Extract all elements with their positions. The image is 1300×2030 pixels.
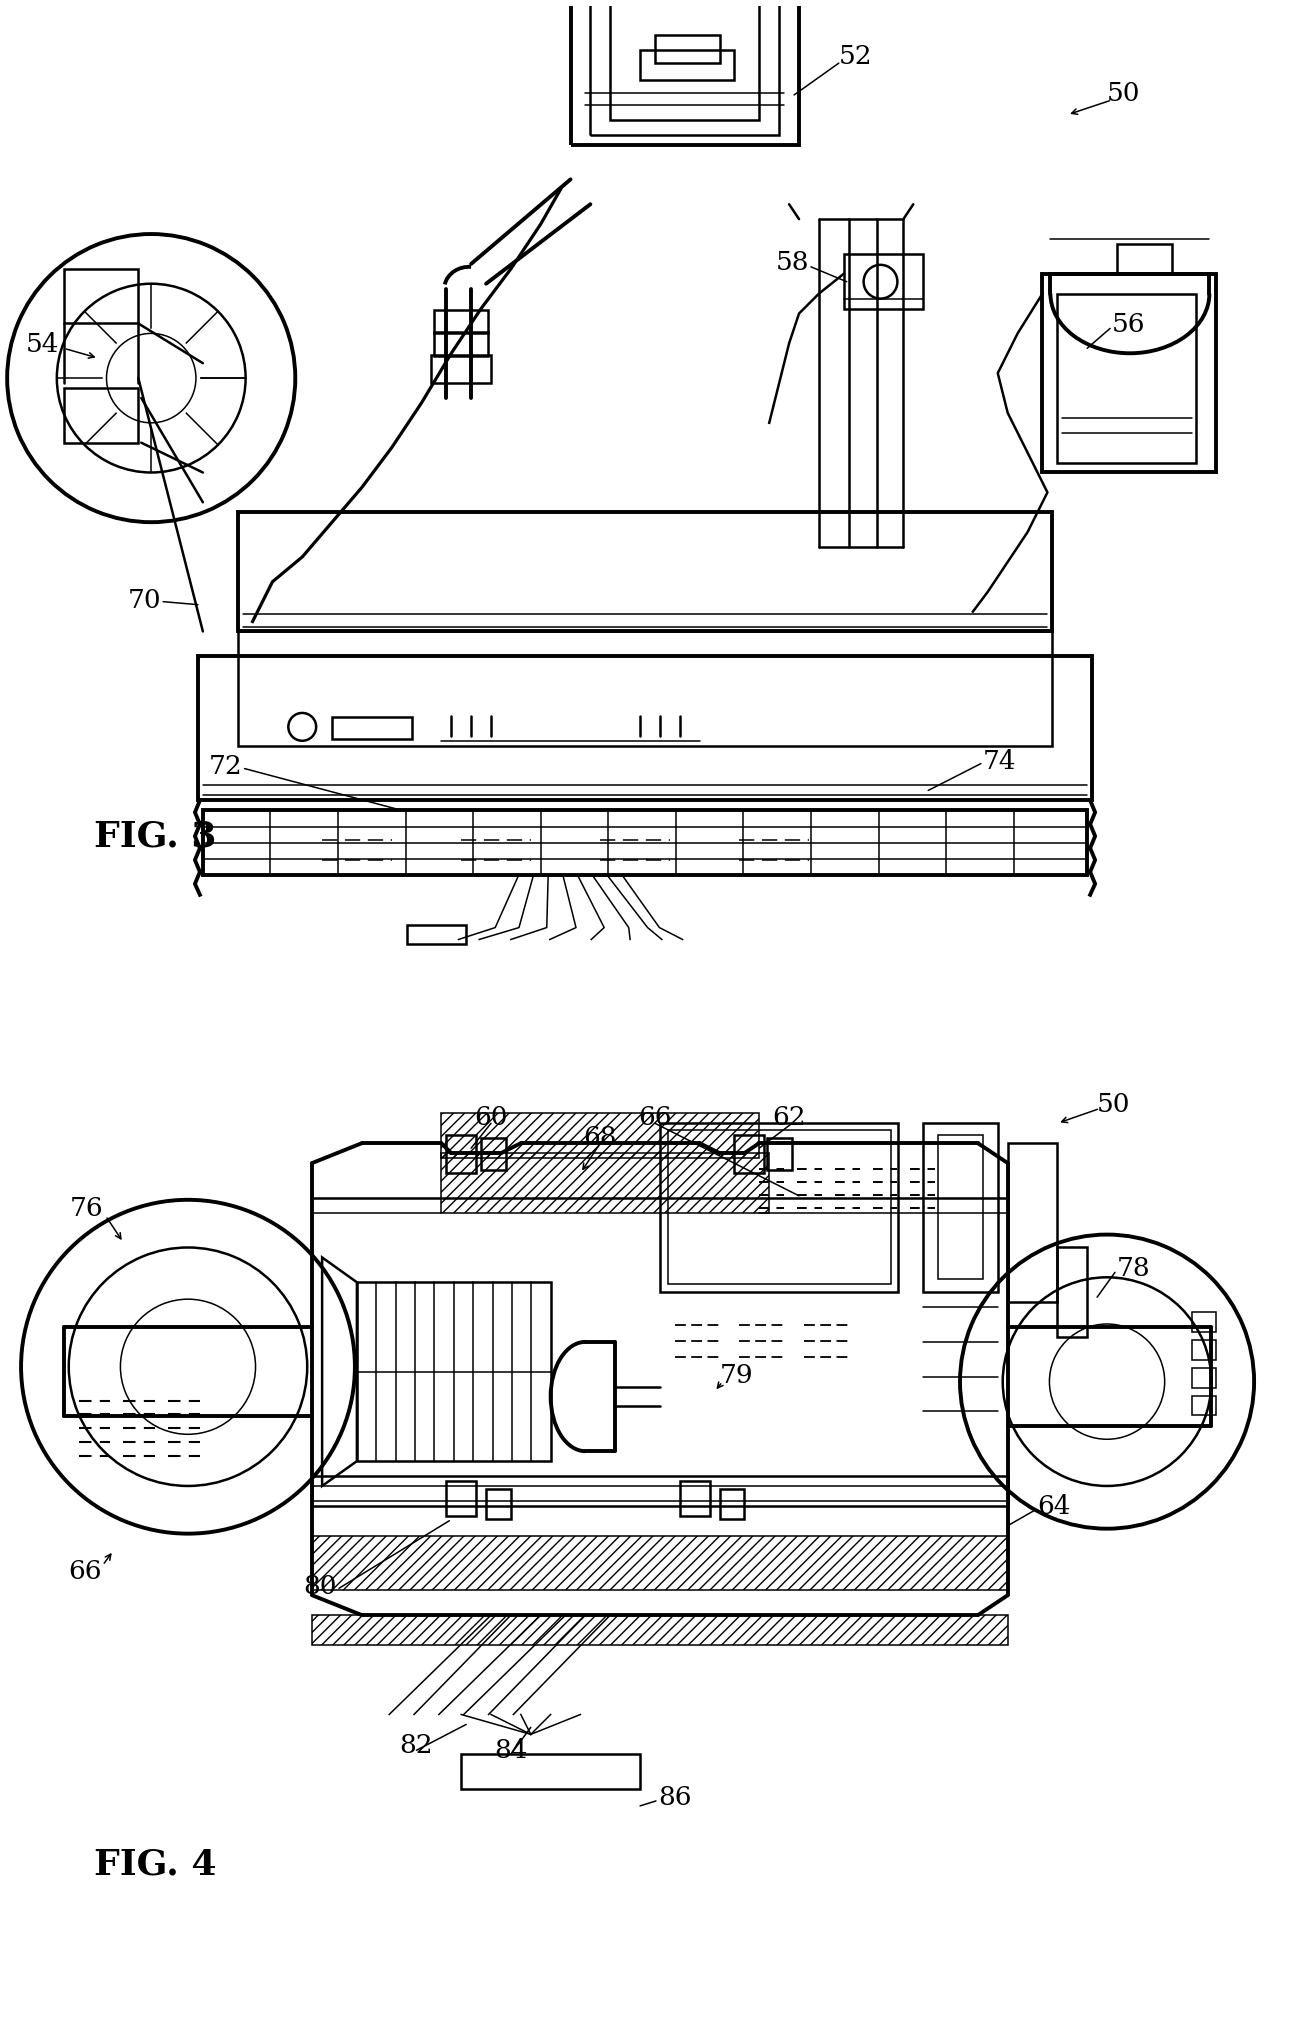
Bar <box>571 0 800 146</box>
Bar <box>640 51 734 81</box>
Bar <box>462 1754 640 1788</box>
Text: 78: 78 <box>1117 1255 1150 1281</box>
Bar <box>312 1476 1008 1506</box>
Bar <box>655 37 720 65</box>
Text: 64: 64 <box>1037 1494 1071 1518</box>
Bar <box>923 1125 998 1293</box>
Bar <box>734 1135 764 1173</box>
Text: 50: 50 <box>1108 81 1140 106</box>
Text: 86: 86 <box>658 1784 692 1809</box>
Bar <box>481 1139 506 1171</box>
Text: 82: 82 <box>399 1732 433 1756</box>
Bar <box>1117 246 1171 274</box>
Bar <box>1192 1340 1217 1360</box>
Bar <box>198 658 1092 802</box>
Text: 50: 50 <box>1097 1092 1131 1117</box>
Bar <box>1043 274 1217 473</box>
Bar <box>1057 294 1196 463</box>
Bar <box>660 1125 898 1293</box>
Bar <box>358 1283 551 1462</box>
Bar <box>432 355 491 384</box>
Text: 74: 74 <box>983 749 1017 773</box>
Bar <box>332 717 412 739</box>
Text: 68: 68 <box>584 1125 618 1149</box>
Bar <box>446 1482 476 1516</box>
Bar <box>1192 1313 1217 1332</box>
Text: 58: 58 <box>776 250 809 276</box>
Bar <box>844 256 923 309</box>
Text: 72: 72 <box>209 753 243 780</box>
Bar <box>610 2 759 120</box>
Text: 80: 80 <box>303 1573 337 1598</box>
Bar <box>203 810 1087 875</box>
Bar <box>434 311 488 335</box>
Text: 84: 84 <box>494 1738 528 1762</box>
Bar <box>1057 1248 1087 1338</box>
Bar <box>486 1490 511 1518</box>
Text: 60: 60 <box>474 1104 508 1129</box>
Text: FIG. 3: FIG. 3 <box>94 818 216 853</box>
Text: 79: 79 <box>720 1362 753 1386</box>
Bar <box>407 926 467 946</box>
Bar <box>668 1131 892 1285</box>
Bar <box>720 1490 745 1518</box>
Bar <box>939 1135 983 1279</box>
Text: 66: 66 <box>68 1559 101 1583</box>
Bar <box>1008 1143 1057 1303</box>
Bar <box>767 1139 792 1171</box>
Text: 56: 56 <box>1112 313 1145 337</box>
Bar <box>64 390 138 443</box>
Text: 52: 52 <box>838 45 872 69</box>
Bar <box>446 1135 476 1173</box>
Text: 66: 66 <box>638 1104 672 1129</box>
Bar <box>680 1482 710 1516</box>
Text: 54: 54 <box>25 331 58 357</box>
Text: 70: 70 <box>127 589 161 613</box>
Text: FIG. 4: FIG. 4 <box>94 1847 216 1880</box>
Bar <box>238 631 1053 747</box>
Bar <box>434 333 488 357</box>
Bar <box>238 514 1053 631</box>
Bar <box>64 270 138 325</box>
Text: 76: 76 <box>70 1196 104 1220</box>
Text: 62: 62 <box>772 1104 806 1129</box>
Bar <box>1192 1368 1217 1389</box>
Bar <box>590 0 779 136</box>
Bar <box>1192 1397 1217 1415</box>
